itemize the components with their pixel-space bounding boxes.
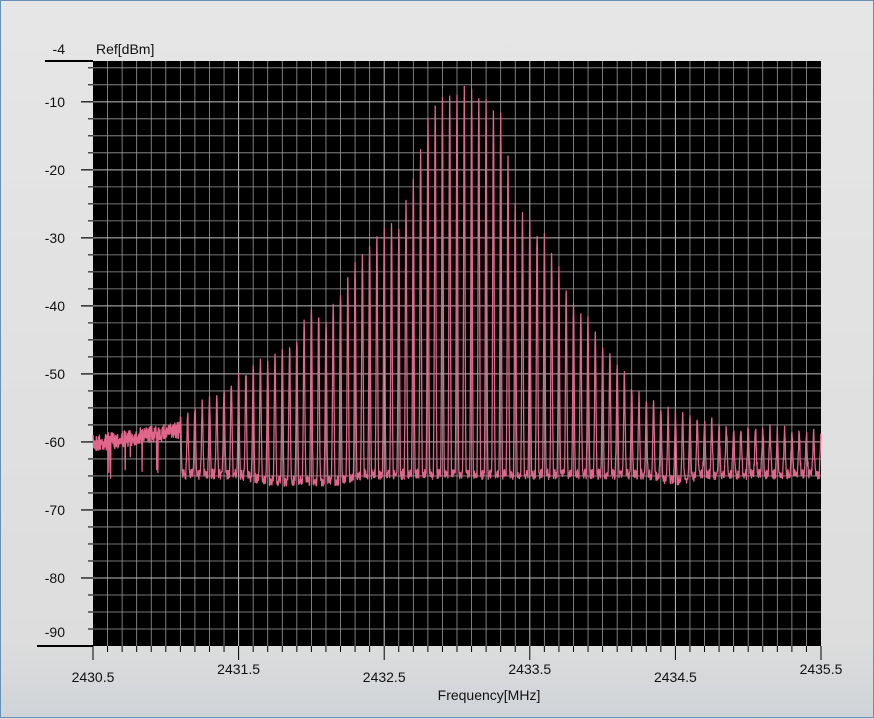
y-tick-label: -10 (45, 94, 65, 110)
x-tick-label: 2435.5 (800, 661, 843, 677)
x-tick-label: 2434.5 (654, 669, 697, 685)
x-axis-title: Frequency[MHz] (438, 687, 541, 703)
x-tick-label: 2433.5 (508, 661, 551, 677)
y-tick-label: -50 (45, 366, 65, 382)
y-tick-label: -40 (45, 298, 65, 314)
spectrum-trace-line (92, 85, 822, 487)
x-tick-label: 2432.5 (363, 669, 406, 685)
y-tick-label: -60 (45, 434, 65, 450)
x-tick-label: 2431.5 (217, 661, 260, 677)
x-axis-ticks: 2430.5 2431.5 2432.5 2433.5 2434.5 2435.5 (72, 646, 843, 685)
y-axis-ticks: -4 -10 -20 -30 -40 -50 -60 -70 -80 -90 (45, 41, 93, 647)
x-tick-label: 2430.5 (72, 669, 115, 685)
y-axis-title: Ref[dBm] (96, 41, 154, 57)
spectrum-trace (92, 85, 822, 487)
y-tick-label: -30 (45, 230, 65, 246)
y-tick-label: -4 (53, 41, 66, 57)
y-tick-label: -80 (45, 570, 65, 586)
y-tick-label: -90 (45, 624, 65, 640)
y-tick-label: -70 (45, 502, 65, 518)
y-tick-label: -20 (45, 162, 65, 178)
